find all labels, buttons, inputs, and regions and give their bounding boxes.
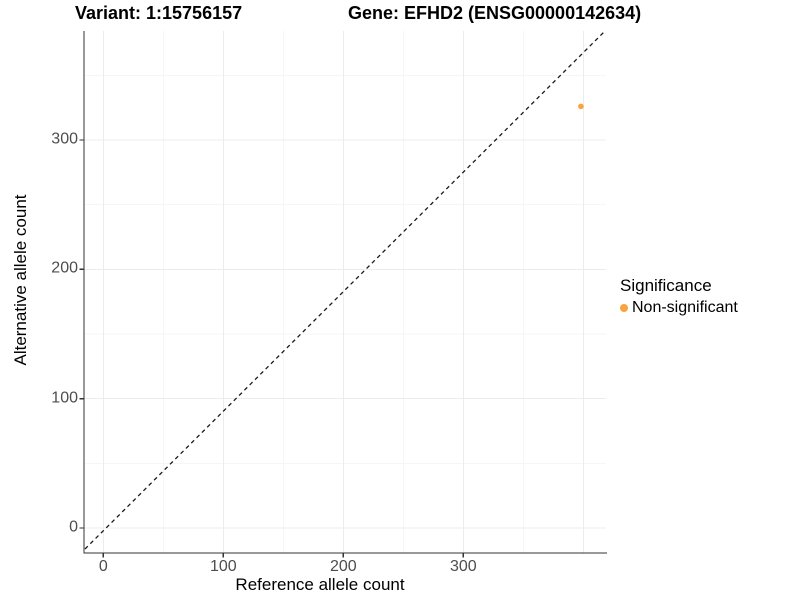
x-tick-label: 300 <box>449 558 477 575</box>
legend-entry-label: Non-significant <box>632 299 738 316</box>
y-tick-label: 100 <box>51 388 78 406</box>
plot-title-variant: Variant: 1:15756157 <box>75 3 243 23</box>
plot-title-gene: Gene: EFHD2 (ENSG00000142634) <box>348 3 642 23</box>
data-point <box>578 103 584 110</box>
x-tick-label: 200 <box>329 558 357 575</box>
identity-line <box>84 30 606 550</box>
y-tick-label: 0 <box>69 518 78 536</box>
legend: Significance Non-significant <box>620 276 738 317</box>
x-axis-title: Reference allele count <box>235 575 405 594</box>
legend-title: Significance <box>620 276 712 295</box>
x-tick-label: 100 <box>209 558 237 575</box>
y-tick-label: 300 <box>51 130 78 148</box>
y-tick-label: 200 <box>51 259 78 277</box>
legend-point-icon <box>620 304 628 312</box>
y-axis-title: Alternative allele count <box>11 194 30 366</box>
legend-entry: Non-significant <box>620 299 738 317</box>
x-tick-label: 0 <box>98 558 108 575</box>
